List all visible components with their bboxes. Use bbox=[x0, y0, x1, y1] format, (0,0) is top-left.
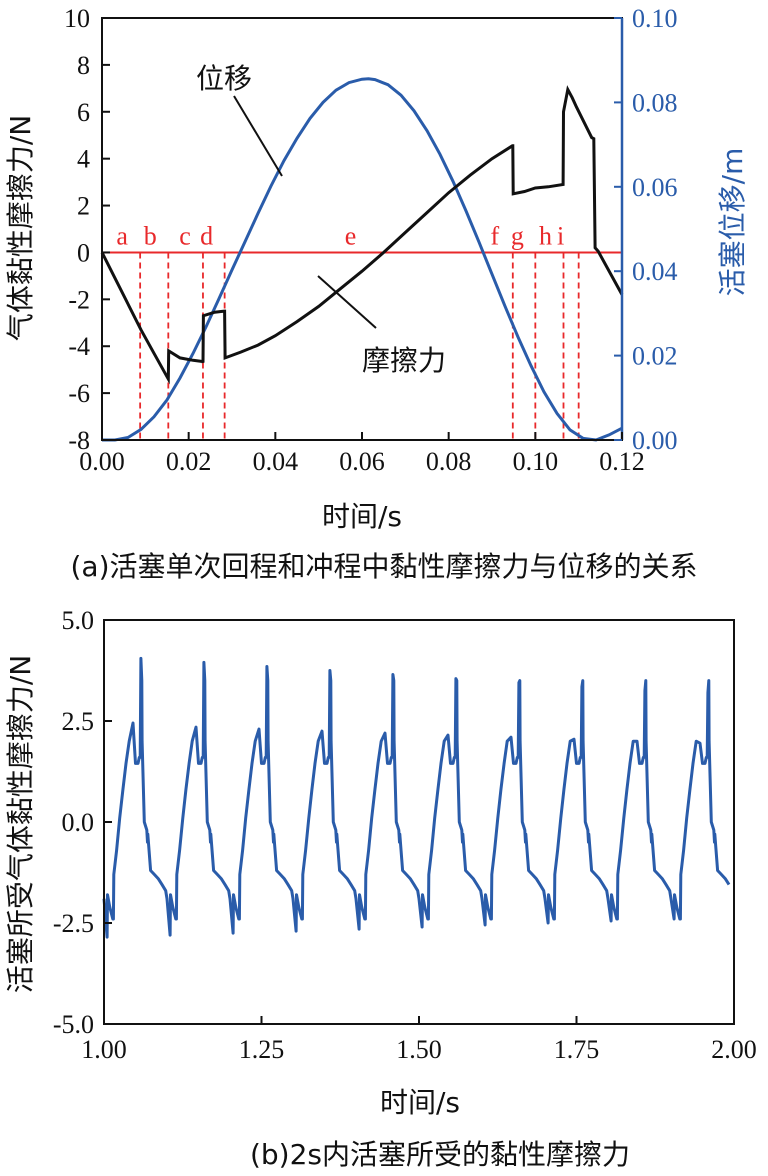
left-y-tick-label: -8 bbox=[68, 426, 90, 455]
x-tick-label: 0.02 bbox=[166, 447, 212, 476]
marker-label-c: c bbox=[179, 221, 191, 250]
marker-label-e: e bbox=[345, 221, 357, 250]
right-y-tick-label: 0.02 bbox=[632, 342, 678, 371]
marker-label-i: i bbox=[557, 221, 564, 250]
x-tick-label: 0.06 bbox=[339, 447, 385, 476]
left-y-tick-label: 2 bbox=[77, 192, 90, 221]
left-y-tick-label: 6 bbox=[77, 98, 90, 127]
friction-series-line bbox=[100, 85, 624, 385]
marker-label-d: d bbox=[200, 221, 213, 250]
marker-label-b: b bbox=[144, 221, 157, 250]
left-y-tick-label: 8 bbox=[77, 51, 90, 80]
x-tick-label: 1.25 bbox=[239, 1035, 285, 1064]
y-tick-label: -5.0 bbox=[53, 1010, 94, 1039]
y-tick-label: 2.5 bbox=[62, 707, 95, 736]
x-tick-label: 0.12 bbox=[599, 447, 645, 476]
right-y-tick-label: 0.06 bbox=[632, 173, 678, 202]
left-y-tick-label: 0 bbox=[77, 238, 90, 267]
chart-a-caption: (a)活塞单次回程和冲程中黏性摩擦力与位移的关系 bbox=[70, 550, 697, 583]
left-y-tick-label: 10 bbox=[64, 4, 90, 33]
chart-b-caption: (b)2s内活塞所受的黏性摩擦力 bbox=[250, 1138, 630, 1171]
chart-b-plot-frame bbox=[103, 619, 735, 1025]
chart-b-ticks: 1.00 1.25 1.50 1.75 2.00 -5.0 -2.5 0.0 2.5 5.0 bbox=[53, 606, 757, 1064]
x-tick-label: 0.00 bbox=[79, 447, 125, 476]
x-tick-label: 1.00 bbox=[81, 1035, 127, 1064]
x-tick-label: 0.04 bbox=[253, 447, 299, 476]
chart-a-left-y-axis-label: 气体黏性摩擦力/N bbox=[4, 115, 37, 341]
left-y-tick-label: -2 bbox=[68, 285, 90, 314]
y-tick-label: 5.0 bbox=[62, 606, 95, 635]
displacement-annotation: 位移 bbox=[196, 62, 252, 95]
displacement-series-line bbox=[102, 77, 623, 442]
left-y-tick-label: -6 bbox=[68, 379, 90, 408]
chart-a-ticks: 0.00 0.02 0.04 0.06 0.08 0.10 0.12 -8 -6 -4 -2 0 2 4 6… bbox=[64, 4, 678, 476]
chart-b: 1.00 1.25 1.50 1.75 2.00 -5.0 -2.5 0.0 2.5 5.0 时间… bbox=[4, 606, 757, 1171]
left-y-tick-label: 4 bbox=[77, 145, 90, 174]
left-y-tick-label: -4 bbox=[68, 332, 90, 361]
right-y-tick-label: 0.04 bbox=[632, 257, 678, 286]
friction-annotation: 摩擦力 bbox=[362, 344, 446, 377]
x-tick-label: 2.00 bbox=[711, 1035, 757, 1064]
friction-annotation-leader bbox=[317, 275, 377, 329]
displacement-annotation-leader bbox=[233, 95, 283, 177]
y-tick-label: 0.0 bbox=[62, 808, 95, 837]
marker-label-a: a bbox=[116, 221, 128, 250]
chart-a-x-axis-label: 时间/s bbox=[322, 500, 402, 533]
x-tick-label: 1.75 bbox=[554, 1035, 600, 1064]
x-tick-label: 1.50 bbox=[396, 1035, 442, 1064]
x-tick-label: 0.08 bbox=[426, 447, 472, 476]
right-y-tick-label: 0.10 bbox=[632, 4, 678, 33]
x-tick-label: 0.10 bbox=[513, 447, 559, 476]
marker-label-g: g bbox=[511, 221, 524, 250]
chart-b-y-axis-label: 活塞所受气体黏性摩擦力/N bbox=[4, 655, 37, 993]
y-tick-label: -2.5 bbox=[53, 909, 94, 938]
marker-label-h: h bbox=[539, 221, 552, 250]
friction-2s-series-line bbox=[102, 656, 731, 939]
right-y-tick-label: 0.00 bbox=[632, 426, 678, 455]
chart-b-x-axis-label: 时间/s bbox=[380, 1086, 460, 1119]
chart-a-right-y-axis-label: 活塞位移/m bbox=[716, 148, 749, 297]
right-y-tick-label: 0.08 bbox=[632, 88, 678, 117]
marker-label-f: f bbox=[490, 221, 499, 250]
